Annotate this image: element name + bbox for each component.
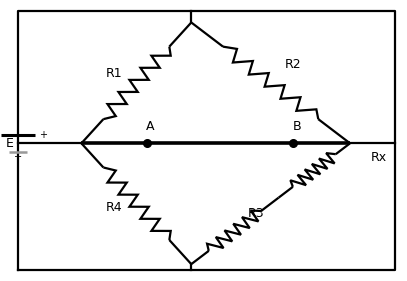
Text: E: E (6, 137, 14, 150)
Text: −: − (14, 152, 22, 162)
Text: R3: R3 (248, 207, 265, 220)
Text: Rx: Rx (370, 151, 387, 164)
Text: +: + (39, 130, 47, 140)
Text: R4: R4 (106, 201, 122, 214)
Text: R2: R2 (285, 58, 301, 71)
Text: B: B (293, 120, 302, 133)
Text: R1: R1 (106, 67, 122, 80)
Text: A: A (147, 120, 155, 133)
